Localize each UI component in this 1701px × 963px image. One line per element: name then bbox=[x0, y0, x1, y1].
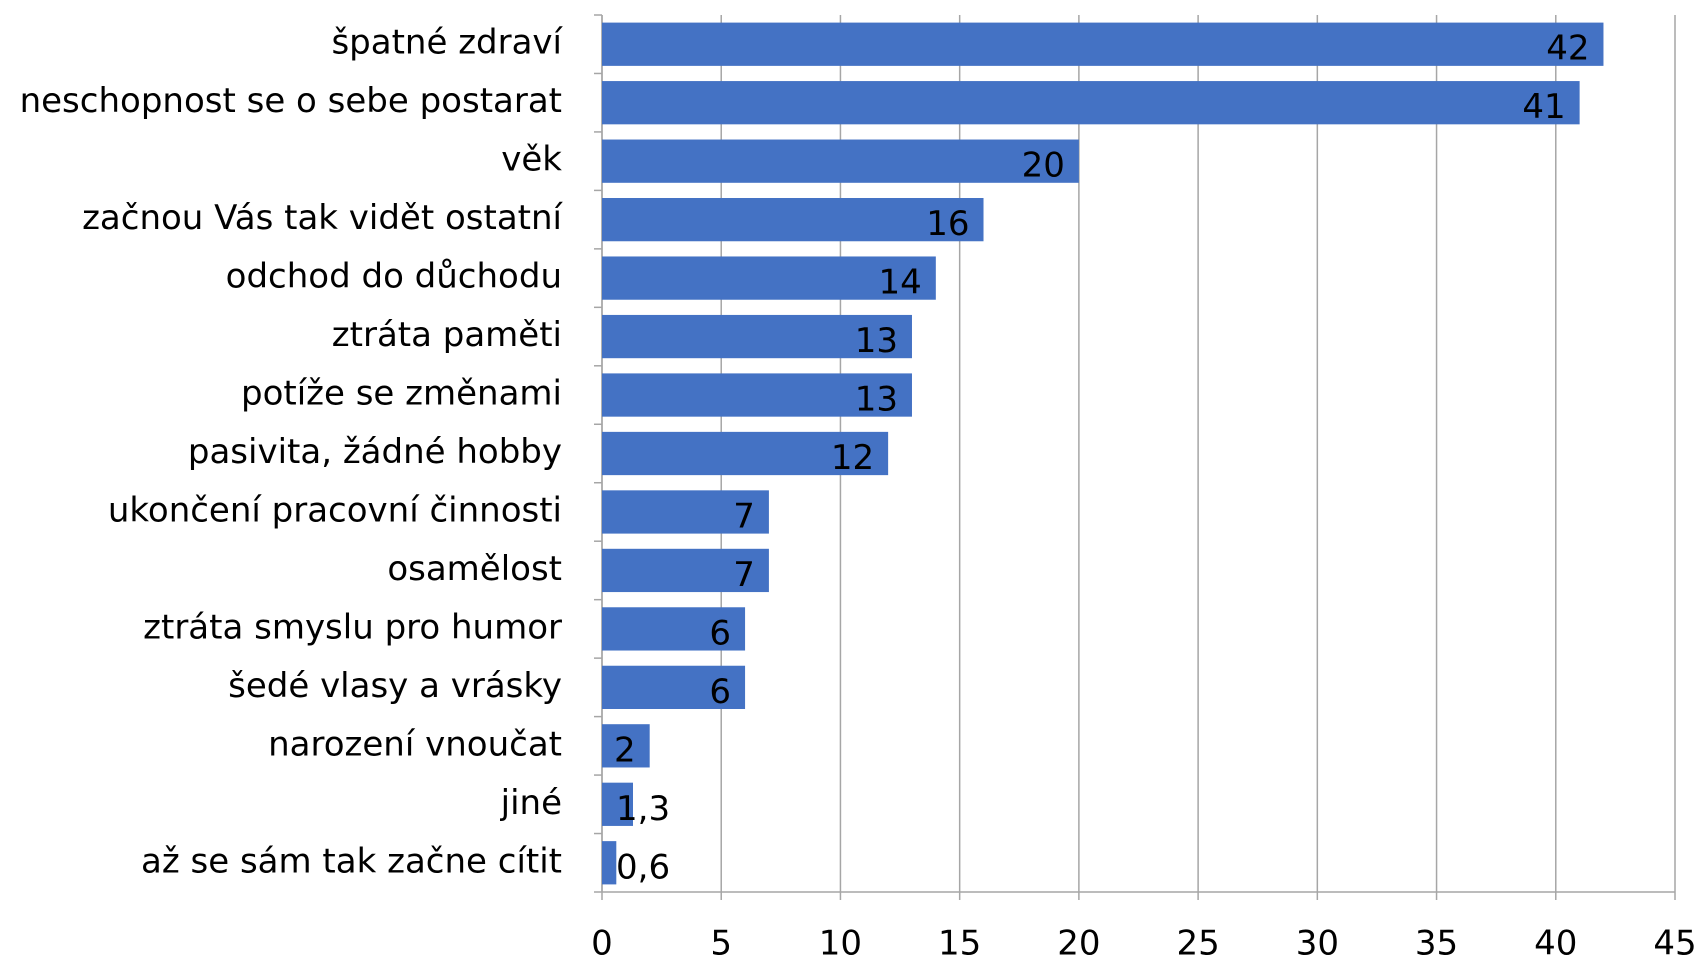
bar bbox=[602, 139, 1079, 183]
y-tick-label: až se sám tak začne cítit bbox=[141, 841, 562, 881]
x-tick-label: 15 bbox=[938, 924, 981, 963]
value-label: 20 bbox=[1022, 146, 1065, 186]
bar bbox=[602, 724, 650, 768]
value-label: 41 bbox=[1522, 87, 1565, 127]
value-label: 0,6 bbox=[616, 847, 670, 887]
bar bbox=[602, 256, 936, 300]
bar bbox=[602, 782, 633, 826]
bar bbox=[602, 841, 617, 885]
bar bbox=[602, 314, 912, 359]
bar bbox=[602, 431, 889, 476]
value-label: 13 bbox=[855, 380, 898, 420]
y-tick-label: ztráta paměti bbox=[332, 315, 562, 355]
bar bbox=[602, 373, 912, 417]
y-tick-label: pasivita, žádné hobby bbox=[188, 432, 562, 472]
value-label: 2 bbox=[614, 730, 636, 770]
y-tick-label: neschopnost se o sebe postarat bbox=[20, 81, 562, 121]
bar bbox=[602, 548, 769, 593]
y-tick-label: věk bbox=[501, 140, 562, 180]
x-tick-label: 35 bbox=[1415, 924, 1458, 963]
value-label: 16 bbox=[926, 204, 969, 244]
bar bbox=[602, 490, 769, 534]
y-tick-label: špatné zdraví bbox=[331, 23, 563, 63]
value-label: 12 bbox=[831, 438, 874, 478]
value-label: 6 bbox=[709, 613, 731, 653]
value-label: 1,3 bbox=[616, 789, 670, 829]
bar bbox=[602, 607, 746, 651]
y-tick-label: šedé vlasy a vrásky bbox=[228, 666, 562, 706]
x-tick-label: 0 bbox=[591, 924, 613, 963]
y-tick-label: jiné bbox=[500, 783, 562, 823]
x-tick-label: 45 bbox=[1653, 924, 1696, 963]
value-label: 7 bbox=[733, 496, 755, 536]
y-tick-label: narození vnoučat bbox=[268, 724, 562, 764]
y-tick-label: začnou Vás tak vidět ostatní bbox=[82, 198, 563, 238]
bar bbox=[602, 22, 1604, 66]
bar bbox=[602, 198, 984, 242]
x-tick-label: 10 bbox=[819, 924, 862, 963]
bar bbox=[602, 665, 746, 709]
x-tick-label: 5 bbox=[710, 924, 732, 963]
x-tick-label: 20 bbox=[1057, 924, 1100, 963]
x-tick-label: 30 bbox=[1296, 924, 1339, 963]
value-label: 13 bbox=[855, 321, 898, 361]
y-tick-label: ztráta smyslu pro humor bbox=[143, 607, 562, 647]
value-label: 6 bbox=[709, 672, 731, 712]
y-tick-label: potíže se změnami bbox=[241, 374, 562, 414]
y-tick-label: odchod do důchodu bbox=[226, 257, 562, 297]
y-tick-label: osamělost bbox=[387, 549, 562, 589]
bar bbox=[602, 81, 1580, 125]
x-tick-label: 40 bbox=[1534, 924, 1577, 963]
x-tick-label: 25 bbox=[1176, 924, 1219, 963]
value-label: 42 bbox=[1546, 29, 1589, 69]
value-label: 14 bbox=[879, 263, 922, 303]
y-tick-label: ukončení pracovní činnosti bbox=[108, 490, 562, 530]
value-label: 7 bbox=[733, 555, 755, 595]
